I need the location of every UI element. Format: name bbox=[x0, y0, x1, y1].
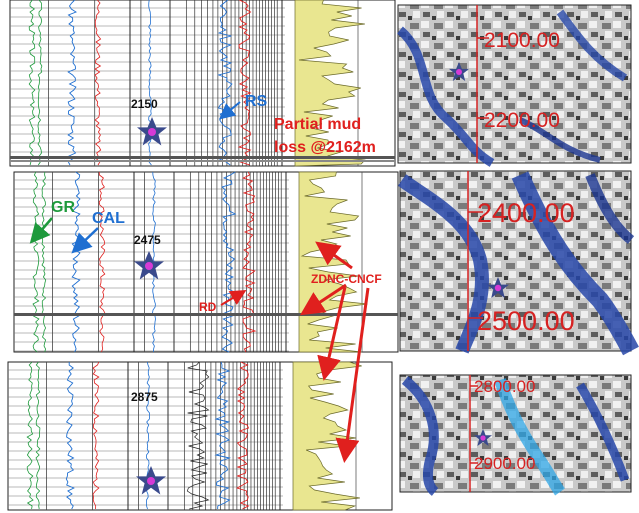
image-depth-label: 2800.00 bbox=[474, 377, 535, 396]
zdnc-arrow bbox=[317, 286, 347, 381]
curve-label-zdnc-cncf: ZDNC-CNCF bbox=[311, 272, 382, 286]
star-marker bbox=[487, 277, 509, 298]
curve-label-cal: CAL bbox=[92, 210, 125, 227]
star-marker bbox=[137, 117, 167, 146]
curve-label-gr: GR bbox=[51, 199, 75, 216]
zdnc-arrow bbox=[299, 283, 347, 316]
zdnc-arrow bbox=[315, 241, 353, 270]
zdnc-arrow bbox=[335, 287, 370, 463]
image-depth-label: 2200.00 bbox=[484, 109, 560, 132]
borehole-image-bottom: 2800.00 2900.00 bbox=[399, 374, 632, 496]
rd-arrow bbox=[220, 289, 247, 306]
star-marker bbox=[136, 466, 166, 495]
log-panel-top bbox=[9, 0, 396, 167]
annotation-mud-loss-line2: loss @2162m bbox=[274, 139, 376, 156]
rs-arrow bbox=[218, 101, 241, 120]
gr-arrow bbox=[29, 217, 53, 244]
image-depth-label: 2900.00 bbox=[474, 454, 535, 473]
annotation-mud-loss-line1: Partial mud bbox=[274, 116, 361, 133]
star-marker bbox=[134, 251, 164, 280]
image-depth-label: 2400.00 bbox=[477, 198, 575, 228]
borehole-image-top: 2100.00 2200.00 bbox=[396, 4, 632, 167]
cal-arrow bbox=[71, 227, 99, 254]
depth-label: 2475 bbox=[134, 233, 161, 247]
star-marker bbox=[474, 429, 492, 446]
log-panel-bottom bbox=[7, 361, 393, 511]
curve-label-rs: RS bbox=[245, 93, 268, 110]
depth-label: 2150 bbox=[131, 97, 158, 111]
image-depth-label: 2100.00 bbox=[484, 29, 560, 52]
star-marker bbox=[449, 62, 469, 81]
curve-label-rd: RD bbox=[199, 300, 217, 314]
image-depth-label: 2500.00 bbox=[477, 306, 575, 336]
depth-label: 2875 bbox=[131, 390, 158, 404]
borehole-image-middle: 2400.00 2500.00 bbox=[397, 170, 639, 356]
